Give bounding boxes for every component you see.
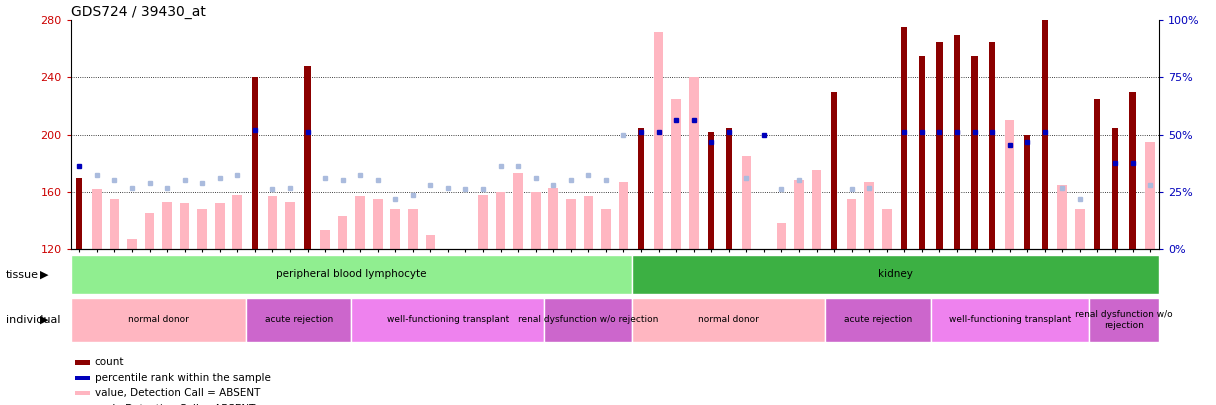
Text: well-functioning transplant: well-functioning transplant: [948, 315, 1071, 324]
Bar: [632, 255, 1159, 294]
Text: acute rejection: acute rejection: [844, 315, 912, 324]
Bar: [565, 199, 575, 249]
Bar: [409, 209, 417, 249]
Text: renal dysfunction w/o rejection: renal dysfunction w/o rejection: [518, 315, 659, 324]
Bar: [794, 180, 804, 249]
Bar: [304, 66, 310, 249]
Text: kidney: kidney: [878, 269, 913, 279]
Bar: [1004, 120, 1014, 249]
Bar: [930, 298, 1088, 342]
Bar: [92, 189, 102, 249]
Bar: [1111, 128, 1118, 249]
Bar: [688, 77, 698, 249]
Bar: [531, 192, 541, 249]
Bar: [252, 77, 258, 249]
Bar: [390, 209, 400, 249]
Bar: [831, 92, 837, 249]
Bar: [1094, 99, 1100, 249]
Text: tissue: tissue: [6, 270, 39, 279]
Bar: [989, 42, 995, 249]
Bar: [162, 202, 171, 249]
Bar: [1145, 142, 1155, 249]
Bar: [708, 132, 714, 249]
Text: renal dysfunction w/o
rejection: renal dysfunction w/o rejection: [1075, 310, 1172, 330]
Text: peripheral blood lymphocyte: peripheral blood lymphocyte: [276, 269, 427, 279]
Bar: [355, 196, 365, 249]
Bar: [109, 199, 119, 249]
Bar: [268, 196, 277, 249]
Bar: [584, 196, 593, 249]
Bar: [246, 298, 351, 342]
Bar: [919, 56, 925, 249]
Bar: [426, 235, 435, 249]
Bar: [145, 213, 154, 249]
Bar: [1075, 209, 1085, 249]
Bar: [478, 195, 488, 249]
Bar: [619, 182, 629, 249]
Bar: [826, 298, 930, 342]
Text: normal donor: normal donor: [698, 315, 759, 324]
Bar: [180, 203, 190, 249]
Bar: [338, 216, 348, 249]
Bar: [215, 203, 225, 249]
Bar: [671, 99, 681, 249]
Text: individual: individual: [6, 315, 61, 325]
Bar: [777, 223, 787, 249]
Bar: [197, 209, 207, 249]
Text: ▶: ▶: [40, 270, 49, 279]
Bar: [1042, 20, 1048, 249]
Bar: [1088, 298, 1159, 342]
Bar: [545, 298, 632, 342]
Text: well-functioning transplant: well-functioning transplant: [387, 315, 510, 324]
Bar: [882, 209, 891, 249]
Text: GDS724 / 39430_at: GDS724 / 39430_at: [71, 5, 206, 19]
Bar: [71, 255, 632, 294]
Bar: [638, 128, 644, 249]
Bar: [232, 195, 242, 249]
Text: rank, Detection Call = ABSENT: rank, Detection Call = ABSENT: [95, 404, 255, 405]
Bar: [953, 34, 961, 249]
Bar: [128, 239, 136, 249]
Bar: [972, 56, 978, 249]
Bar: [936, 42, 942, 249]
Text: ▶: ▶: [40, 315, 49, 325]
Text: normal donor: normal donor: [128, 315, 188, 324]
Bar: [865, 182, 874, 249]
Bar: [742, 156, 751, 249]
Text: acute rejection: acute rejection: [265, 315, 333, 324]
Bar: [726, 128, 732, 249]
Bar: [901, 28, 907, 249]
Bar: [846, 199, 856, 249]
Bar: [496, 192, 506, 249]
Bar: [632, 298, 826, 342]
Bar: [77, 177, 83, 249]
Bar: [285, 202, 294, 249]
Text: count: count: [95, 358, 124, 367]
Text: percentile rank within the sample: percentile rank within the sample: [95, 373, 271, 383]
Bar: [1058, 185, 1068, 249]
Bar: [71, 298, 246, 342]
Bar: [320, 230, 330, 249]
Bar: [654, 32, 664, 249]
Bar: [601, 209, 610, 249]
Bar: [1130, 92, 1136, 249]
Bar: [351, 298, 545, 342]
Bar: [812, 171, 821, 249]
Bar: [1024, 134, 1030, 249]
Text: value, Detection Call = ABSENT: value, Detection Call = ABSENT: [95, 388, 260, 398]
Bar: [373, 199, 383, 249]
Bar: [548, 188, 558, 249]
Bar: [513, 173, 523, 249]
